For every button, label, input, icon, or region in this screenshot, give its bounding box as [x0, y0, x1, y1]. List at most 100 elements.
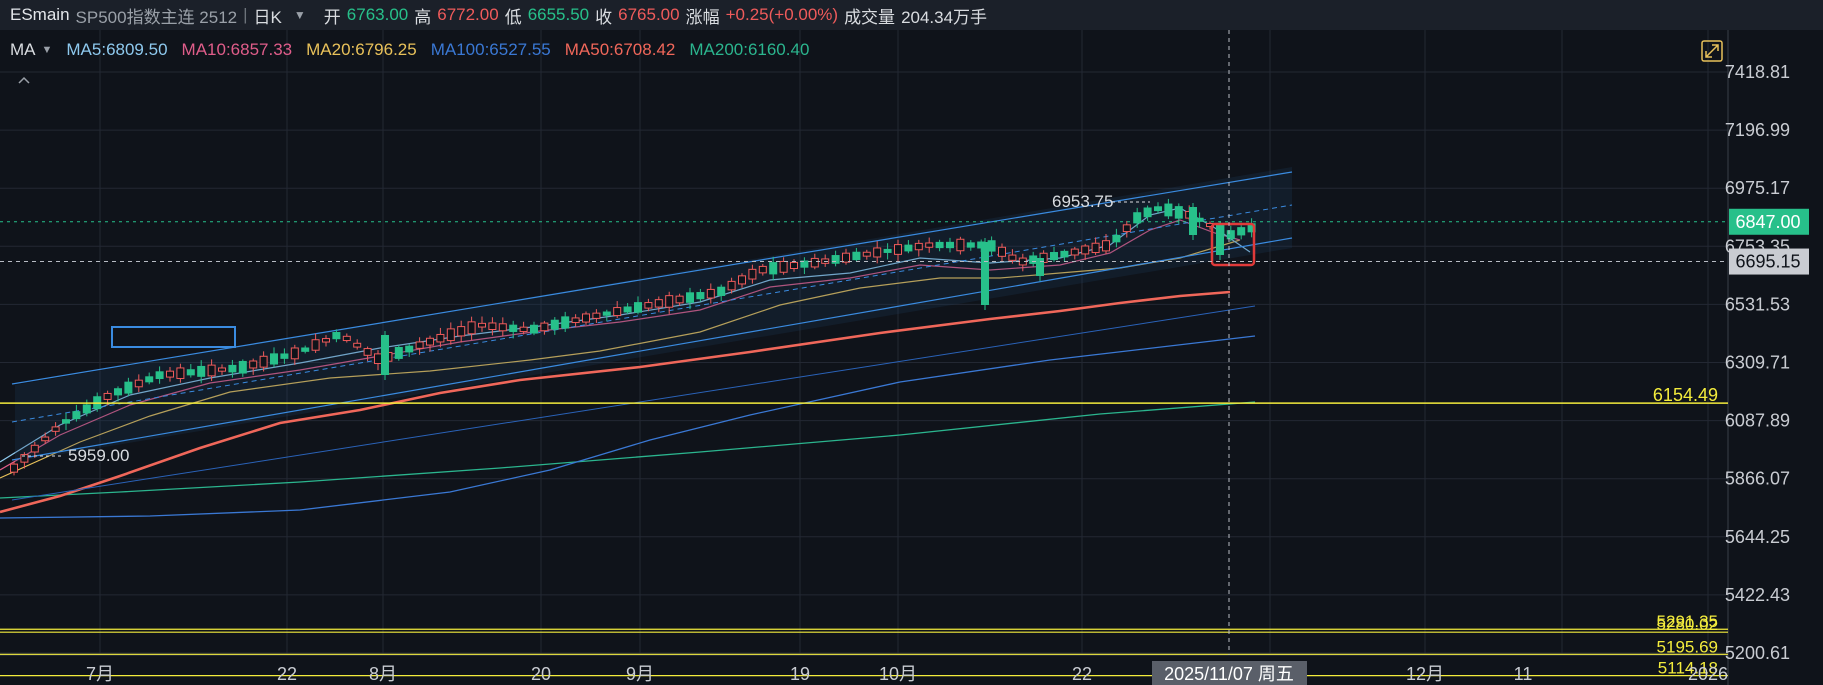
- collapse-caret-icon[interactable]: [18, 76, 30, 84]
- candle: [862, 251, 871, 257]
- grid: [0, 30, 1728, 655]
- candle: [592, 312, 601, 319]
- expand-icon-frame: [1701, 40, 1723, 62]
- period-select[interactable]: 日K: [253, 7, 282, 27]
- candle: [498, 323, 507, 332]
- x-tick-label: 22: [1072, 664, 1092, 684]
- expand-icon-arrow: [1705, 44, 1719, 58]
- candle: [249, 360, 258, 369]
- consolidation-box: [111, 326, 236, 348]
- candle: [706, 288, 715, 299]
- candle: [124, 381, 133, 394]
- candle: [1070, 248, 1079, 256]
- y-tick-label: 5200.61: [1725, 643, 1790, 663]
- candle: [1174, 206, 1183, 219]
- crosshair-price-tag-bg: [1729, 248, 1809, 275]
- x-tick-label: 8月: [369, 664, 397, 684]
- ma200-value: MA200:6160.40: [689, 40, 810, 59]
- crosshair-price-tag: 6695.15: [1735, 252, 1800, 272]
- candle: [446, 328, 455, 342]
- candle: [675, 295, 684, 304]
- candle: [1050, 252, 1058, 261]
- candle: [1008, 254, 1017, 261]
- candle: [623, 306, 632, 313]
- candle: [1036, 258, 1044, 276]
- y-tick-label: 6309.71: [1725, 353, 1790, 373]
- candle: [509, 324, 518, 332]
- ma5-line: [0, 207, 1251, 463]
- candle: [155, 371, 164, 380]
- candle: [436, 333, 445, 343]
- candle: [1081, 245, 1090, 255]
- quote-header: ESmain SP500指数主连 2512 | 日K ▼ 开 6763.00 高…: [0, 0, 1823, 31]
- candle: [1112, 234, 1121, 243]
- candle: [10, 463, 18, 473]
- chevron-down-icon[interactable]: ▼: [293, 8, 306, 22]
- candle: [810, 257, 819, 268]
- candle: [935, 241, 944, 249]
- candle: [883, 248, 892, 253]
- highlight-box: [1210, 222, 1256, 267]
- candle: [748, 268, 757, 280]
- candle: [62, 419, 70, 424]
- ma10-line: [0, 219, 1241, 471]
- candle: [478, 322, 486, 328]
- candle: [987, 240, 996, 252]
- candle: [342, 335, 351, 342]
- candle: [852, 251, 861, 261]
- candle: [727, 280, 736, 291]
- candle: [769, 262, 778, 275]
- candle: [519, 326, 528, 333]
- y-tick-label: 7196.99: [1725, 120, 1790, 140]
- candle: [602, 311, 611, 316]
- current-price-tag: 6847.00: [1735, 212, 1800, 232]
- candle: [332, 332, 341, 340]
- candle: [1091, 242, 1100, 254]
- high-annotation: 6953.75: [1052, 192, 1113, 211]
- candle: [1226, 230, 1235, 240]
- low-value: 6655.50: [527, 5, 590, 24]
- candle: [1060, 250, 1069, 258]
- expand-icon[interactable]: [1701, 40, 1723, 62]
- candle: [394, 346, 403, 359]
- ma50-value: MA50:6708.42: [564, 40, 676, 59]
- candle: [831, 255, 840, 264]
- candle: [1133, 212, 1142, 224]
- x-tick-label: 2026: [1688, 664, 1728, 684]
- symbol[interactable]: ESmain: [10, 5, 70, 24]
- x-tick-label: 12月: [1406, 664, 1444, 684]
- candle: [571, 317, 580, 324]
- candle: [82, 404, 91, 414]
- candle: [457, 326, 466, 337]
- candle: [374, 353, 382, 365]
- high-label: 高: [414, 7, 432, 27]
- candle: [842, 252, 850, 263]
- y-tick-label: 7418.81: [1725, 62, 1790, 82]
- candle: [738, 275, 746, 285]
- ma20-line: [0, 239, 1241, 479]
- ma-label[interactable]: MA: [10, 40, 36, 59]
- candle: [415, 341, 424, 349]
- candle: [72, 411, 81, 420]
- candle: [238, 360, 247, 374]
- candle: [207, 364, 216, 377]
- candle: [228, 364, 237, 373]
- high-value: 6772.00: [437, 5, 499, 24]
- candle: [894, 244, 902, 255]
- change-value: +0.25(+0.00%): [725, 5, 839, 24]
- x-tick-label: 19: [790, 664, 810, 684]
- candle: [1102, 240, 1110, 252]
- candle: [197, 365, 206, 377]
- x-tick-label: 20: [531, 664, 551, 684]
- candle: [956, 238, 965, 252]
- candle: [530, 324, 538, 334]
- candle: [426, 337, 434, 346]
- candle: [696, 292, 705, 300]
- trend-channel: [11, 167, 1293, 501]
- ma100-value: MA100:6527.55: [430, 40, 551, 59]
- ma-dropdown-icon[interactable]: ▼: [41, 44, 53, 56]
- support-level-label: 5114.18: [1658, 659, 1718, 678]
- candle: [259, 355, 268, 368]
- candle: [467, 321, 476, 335]
